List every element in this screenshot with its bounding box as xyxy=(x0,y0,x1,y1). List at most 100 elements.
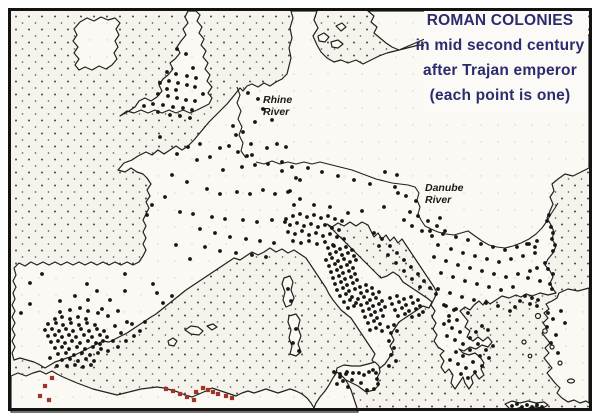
colony-dot-gaul xyxy=(195,158,199,162)
colony-dot-balkans xyxy=(504,275,508,279)
aegean-island xyxy=(549,344,555,350)
colony-dot-balkans xyxy=(485,257,489,261)
colony-dot-thrace_blacksea xyxy=(523,294,527,298)
colony-dot-central_italy xyxy=(375,316,379,320)
colony-dot-pannonia xyxy=(443,229,447,233)
colony-dot-sardinia_corsica xyxy=(297,349,301,353)
colony-dot-gaul xyxy=(213,231,217,235)
colony-dot-sicily xyxy=(350,378,354,382)
colony-dot-britain xyxy=(158,81,162,85)
colony-dot-dalmatia xyxy=(422,279,426,283)
colony-dot-thrace_blacksea xyxy=(526,276,530,280)
colony-dot-dalmatia xyxy=(394,261,398,265)
colony-dot-britain xyxy=(151,102,155,106)
colony-dot-germania_danube xyxy=(360,209,364,213)
colony-dot-central_italy xyxy=(346,251,350,255)
colony-dot-dalmatia xyxy=(386,253,390,257)
special-colony-dot xyxy=(229,395,235,401)
colony-dot-central_italy xyxy=(409,295,413,299)
colony-dot-gaul xyxy=(241,218,245,222)
colony-dot-britain xyxy=(181,106,185,110)
colony-dot-southern_italy xyxy=(389,353,393,357)
colony-dot-iberia_south xyxy=(77,323,81,327)
colony-dot-po_valley xyxy=(323,223,327,227)
aegean-island xyxy=(527,353,533,359)
colony-dot-central_italy xyxy=(337,274,341,278)
colony-dot-balkans xyxy=(441,232,445,236)
colony-dot-iberia_south xyxy=(76,315,80,319)
colony-dot-britain xyxy=(161,103,165,107)
colony-dot-thrace_blacksea xyxy=(551,272,555,276)
colony-dot-iberia_north xyxy=(58,299,62,303)
colony-dot-iberia_south xyxy=(83,347,87,351)
colony-dot-central_italy xyxy=(383,305,387,309)
colony-dot-rhine_frontier xyxy=(246,91,250,95)
colony-dot-germania_danube xyxy=(382,205,386,209)
colony-dot-balkans xyxy=(449,247,453,251)
colony-dot-iberia_south xyxy=(68,317,72,321)
colony-dot-balkans xyxy=(479,242,483,246)
colony-dot-balkans xyxy=(447,319,451,323)
rhine-label-line-1: Rhine xyxy=(263,94,293,106)
colony-dot-iberia_south xyxy=(57,329,61,333)
colony-dot-gaul xyxy=(255,220,259,224)
colony-dot-iberia_south xyxy=(68,357,72,361)
colony-dot-po_valley xyxy=(335,235,339,239)
colony-dot-gaul xyxy=(272,241,276,245)
colony-dot-germania_danube xyxy=(298,197,302,201)
colony-dot-pannonia xyxy=(408,210,412,214)
colony-dot-gaul xyxy=(221,168,225,172)
special-colony-dot xyxy=(210,389,216,395)
colony-dot-central_italy xyxy=(411,301,415,305)
colony-dot-balkans xyxy=(456,263,460,267)
colony-dot-germania_danube xyxy=(414,199,418,203)
colony-dot-central_italy xyxy=(339,280,343,284)
special-colony-dot xyxy=(49,375,55,381)
colony-dot-iberia_south xyxy=(84,357,88,361)
colony-dot-britain xyxy=(185,74,189,78)
colony-dot-crete xyxy=(535,403,539,407)
colony-dot-central_italy xyxy=(352,254,356,258)
colony-dot-britain xyxy=(174,88,178,92)
colony-dot-balkans xyxy=(496,304,500,308)
colony-dot-iberia_north xyxy=(125,320,129,324)
colony-dot-iberia_south xyxy=(60,345,64,349)
colony-dot-gaul xyxy=(266,162,270,166)
danube-river-label: Danube River xyxy=(425,182,464,206)
colony-dot-germania_danube xyxy=(383,170,387,174)
colony-dot-thrace_blacksea xyxy=(548,282,552,286)
colony-dot-iberia_south xyxy=(106,349,110,353)
colony-dot-balkans xyxy=(480,269,484,273)
colony-dot-britain xyxy=(165,70,169,74)
colony-dot-central_italy xyxy=(388,296,392,300)
colony-dot-balkans xyxy=(497,260,501,264)
colony-dot-po_valley xyxy=(340,219,344,223)
colony-dot-central_italy xyxy=(346,306,350,310)
colony-dot-iberia_north xyxy=(151,282,155,286)
colony-dot-iberia_south xyxy=(105,335,109,339)
colony-dot-iberia_south xyxy=(98,333,102,337)
colony-dot-gaul xyxy=(228,235,232,239)
special-colony-dot xyxy=(223,393,229,399)
colony-dot-central_italy xyxy=(348,298,352,302)
colony-dot-iberia_south xyxy=(80,351,84,355)
colony-dot-central_italy xyxy=(381,314,385,318)
colony-dot-iberia_north xyxy=(73,294,77,298)
colony-dot-gaul xyxy=(210,215,214,219)
colony-dot-gaul xyxy=(191,212,195,216)
colony-dot-po_valley xyxy=(295,221,299,225)
colony-dot-britain xyxy=(156,92,160,96)
colony-dot-iberia_south xyxy=(98,342,102,346)
title-background-patch xyxy=(424,11,588,112)
colony-dot-thrace_blacksea xyxy=(536,298,540,302)
colony-dot-gaul xyxy=(280,160,284,164)
colony-dot-central_italy xyxy=(340,253,344,257)
colony-dot-gaul xyxy=(203,245,207,249)
colony-dot-britain xyxy=(175,47,179,51)
colony-dot-central_italy xyxy=(368,298,372,302)
colony-dot-po_valley xyxy=(309,222,313,226)
colony-dot-iberia_south xyxy=(53,346,57,350)
colony-dot-po_valley xyxy=(337,228,341,232)
colony-dot-iberia_south xyxy=(102,329,106,333)
colony-dot-gaul xyxy=(275,142,279,146)
